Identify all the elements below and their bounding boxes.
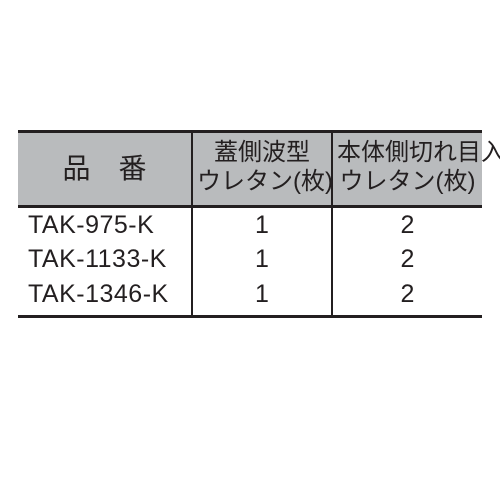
col-header-futa-line1: 蓋側波型 [197,139,327,168]
table-header-row: 品番 蓋側波型 ウレタン(枚) 本体側切れ目入 ウレタン(枚) [18,132,482,207]
cell-hontai: 2 [332,242,482,277]
cell-hontai: 2 [332,277,482,316]
page: 品番 蓋側波型 ウレタン(枚) 本体側切れ目入 ウレタン(枚) TAK-975-… [0,0,500,500]
table-row: TAK-1346-K 1 2 [18,277,482,316]
cell-futa: 1 [192,206,332,242]
cell-hontai: 2 [332,206,482,242]
cell-futa: 1 [192,242,332,277]
col-header-futa: 蓋側波型 ウレタン(枚) [192,132,332,207]
table-row: TAK-1133-K 1 2 [18,242,482,277]
cell-futa: 1 [192,277,332,316]
table-row: TAK-975-K 1 2 [18,206,482,242]
col-header-hinban: 品番 [18,132,192,207]
col-header-hontai-line1: 本体側切れ目入 [337,139,478,168]
cell-code: TAK-1346-K [18,277,192,316]
cell-code: TAK-1133-K [18,242,192,277]
spec-table: 品番 蓋側波型 ウレタン(枚) 本体側切れ目入 ウレタン(枚) TAK-975-… [18,130,482,318]
spec-table-wrap: 品番 蓋側波型 ウレタン(枚) 本体側切れ目入 ウレタン(枚) TAK-975-… [18,130,482,318]
col-header-hontai-line2: ウレタン(枚) [337,168,478,197]
col-header-futa-line2: ウレタン(枚) [197,168,327,197]
col-header-hontai: 本体側切れ目入 ウレタン(枚) [332,132,482,207]
cell-code: TAK-975-K [18,206,192,242]
